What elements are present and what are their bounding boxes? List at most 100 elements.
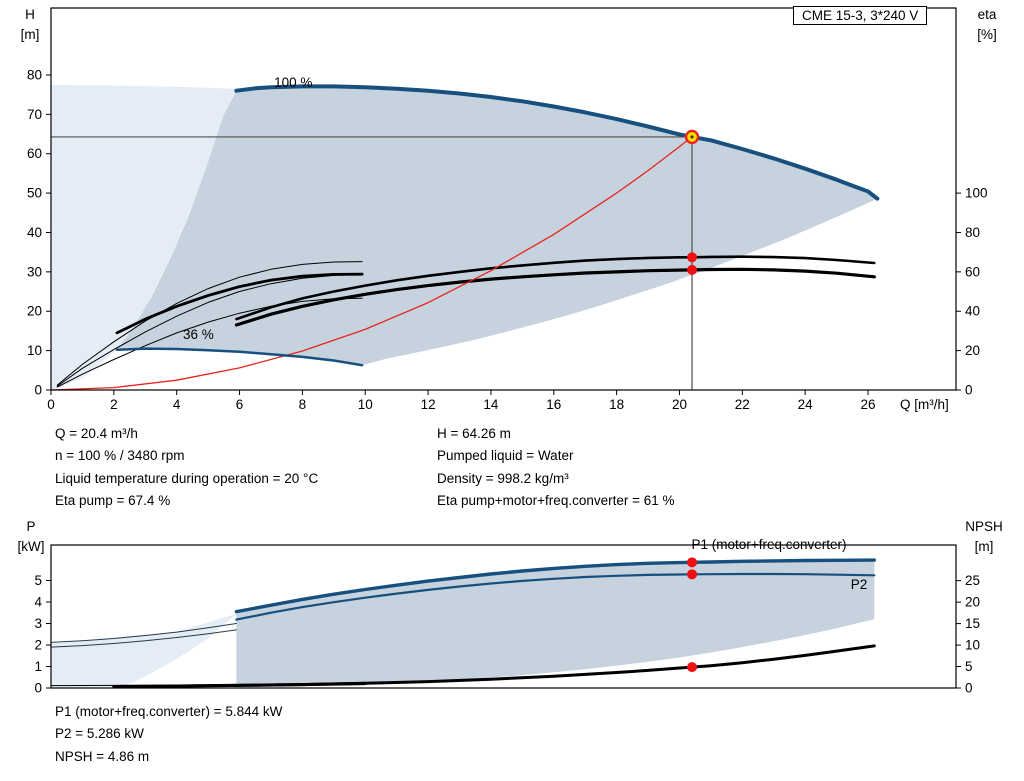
x-tick-label: 12 bbox=[421, 397, 436, 412]
left-tick-label: 40 bbox=[27, 225, 42, 240]
left-tick-label: 50 bbox=[27, 186, 42, 201]
p2-curve-label: P2 bbox=[851, 577, 868, 592]
summary-eta-pump: Eta pump = 67.4 % bbox=[55, 492, 171, 508]
duty-point-center bbox=[690, 135, 694, 139]
right-tick-label: 60 bbox=[965, 264, 980, 279]
left-tick-label: 2 bbox=[34, 637, 42, 652]
x-tick-label: 26 bbox=[860, 397, 875, 412]
right-tick-label: 0 bbox=[965, 681, 973, 696]
duty-summary-left: Q = 20.4 m³/h n = 100 % / 3480 rpm Liqui… bbox=[55, 423, 318, 512]
npsh-axis-symbol: NPSH bbox=[965, 519, 1003, 534]
power-axis-symbol: P bbox=[26, 519, 36, 534]
power-npsh-chart-frame bbox=[50, 544, 957, 689]
p1-curve-label: P1 (motor+freq.converter) bbox=[692, 537, 847, 552]
p1-point bbox=[687, 557, 698, 568]
left-tick-label: 0 bbox=[34, 383, 42, 398]
x-tick-label: 14 bbox=[483, 397, 499, 412]
summary-npsh: NPSH = 4.86 m bbox=[55, 748, 150, 764]
right-tick-label: 25 bbox=[965, 573, 980, 588]
system-curve bbox=[50, 136, 693, 391]
summary-density: Density = 998.2 kg/m³ bbox=[437, 470, 569, 486]
summary-flow: Q = 20.4 m³/h bbox=[55, 426, 138, 441]
power-axis-label: P [kW] bbox=[8, 517, 54, 557]
p2-point bbox=[687, 569, 698, 580]
x-tick-label: 6 bbox=[236, 397, 244, 412]
left-tick-label: 1 bbox=[34, 659, 42, 674]
right-tick-label: 100 bbox=[965, 186, 988, 201]
duty-summary-right: H = 64.26 m Pumped liquid = Water Densit… bbox=[437, 423, 675, 512]
p1-leadin-thin bbox=[50, 623, 237, 643]
right-tick-label: 40 bbox=[965, 304, 980, 319]
x-tick-label: 0 bbox=[47, 397, 55, 412]
speed-envelope-pale bbox=[51, 84, 237, 391]
pump-curve-36pct bbox=[115, 347, 364, 367]
eta-partial-thin-high bbox=[56, 261, 363, 386]
x-tick-label: 8 bbox=[299, 397, 307, 412]
summary-head: H = 64.26 m bbox=[437, 426, 511, 441]
right-tick-label: 5 bbox=[965, 659, 973, 674]
right-tick-label: 20 bbox=[965, 343, 980, 358]
p2-curve bbox=[235, 572, 876, 621]
speed-label-100: 100 % bbox=[274, 75, 312, 90]
eta-axis-symbol: eta bbox=[977, 7, 997, 22]
eta-pump-curve bbox=[235, 255, 876, 321]
summary-speed: n = 100 % / 3480 rpm bbox=[55, 448, 185, 464]
power-axis-unit: [kW] bbox=[17, 539, 45, 554]
eta-axis-unit: [%] bbox=[977, 27, 997, 42]
operating-envelope-dark bbox=[117, 86, 878, 366]
p2-leadin-thin bbox=[50, 629, 237, 648]
left-tick-label: 60 bbox=[27, 146, 42, 161]
eta-axis-label: eta [%] bbox=[964, 5, 1010, 45]
eta-partial-bold bbox=[115, 272, 364, 335]
left-tick-label: 0 bbox=[34, 681, 42, 696]
left-tick-label: 4 bbox=[34, 594, 42, 609]
summary-liquid-temp: Liquid temperature during operation = 20… bbox=[55, 470, 319, 486]
right-tick-label: 20 bbox=[965, 595, 980, 610]
head-axis-symbol: H bbox=[25, 7, 35, 22]
right-tick-label: 15 bbox=[965, 616, 980, 631]
x-tick-label: 2 bbox=[110, 397, 118, 412]
pump-model-badge: CME 15-3, 3*240 V bbox=[793, 6, 928, 25]
left-tick-label: 70 bbox=[27, 107, 42, 122]
summary-p2: P2 = 5.286 kW bbox=[55, 726, 144, 742]
left-tick-label: 80 bbox=[27, 67, 42, 82]
power-summary: P1 (motor+freq.converter) = 5.844 kW P2 … bbox=[55, 701, 282, 768]
power-envelope-dark bbox=[236, 560, 875, 688]
x-tick-label: 10 bbox=[358, 397, 373, 412]
summary-p1: P1 (motor+freq.converter) = 5.844 kW bbox=[55, 704, 283, 719]
power-envelope-pale bbox=[51, 613, 237, 688]
right-tick-label: 80 bbox=[965, 225, 980, 240]
x-tick-label: 20 bbox=[672, 397, 687, 412]
eta-partial-thin-mid bbox=[56, 274, 363, 387]
speed-label-36: 36 % bbox=[183, 327, 214, 342]
p1-curve bbox=[234, 558, 876, 614]
summary-liquid: Pumped liquid = Water bbox=[437, 448, 574, 464]
eta-total-point bbox=[687, 264, 698, 275]
pump-curve-100pct bbox=[234, 84, 880, 201]
left-tick-label: 3 bbox=[34, 616, 42, 631]
x-tick-label: 18 bbox=[609, 397, 624, 412]
head-efficiency-chart-frame bbox=[50, 7, 957, 391]
npsh-axis-unit: [m] bbox=[974, 539, 994, 554]
left-tick-label: 5 bbox=[34, 573, 42, 588]
eta-pump-point bbox=[687, 252, 698, 263]
head-axis-unit: [m] bbox=[20, 27, 40, 42]
x-tick-label: 16 bbox=[546, 397, 561, 412]
npsh-point bbox=[687, 662, 698, 673]
x-tick-label: 24 bbox=[798, 397, 814, 412]
x-tick-label: 22 bbox=[735, 397, 750, 412]
x-tick-label: 4 bbox=[173, 397, 181, 412]
right-tick-label: 10 bbox=[965, 638, 980, 653]
npsh-axis-label: NPSH [m] bbox=[954, 517, 1014, 557]
npsh-curve bbox=[112, 644, 876, 688]
summary-eta-total: Eta pump+motor+freq.converter = 61 % bbox=[437, 492, 675, 508]
left-tick-label: 10 bbox=[27, 343, 42, 358]
eta-total-curve bbox=[234, 267, 876, 327]
eta-partial-thin-low bbox=[56, 297, 363, 388]
left-tick-label: 20 bbox=[27, 304, 42, 319]
left-tick-label: 30 bbox=[27, 264, 42, 279]
flow-axis-label: Q [m³/h] bbox=[900, 397, 949, 412]
right-tick-label: 0 bbox=[965, 383, 973, 398]
